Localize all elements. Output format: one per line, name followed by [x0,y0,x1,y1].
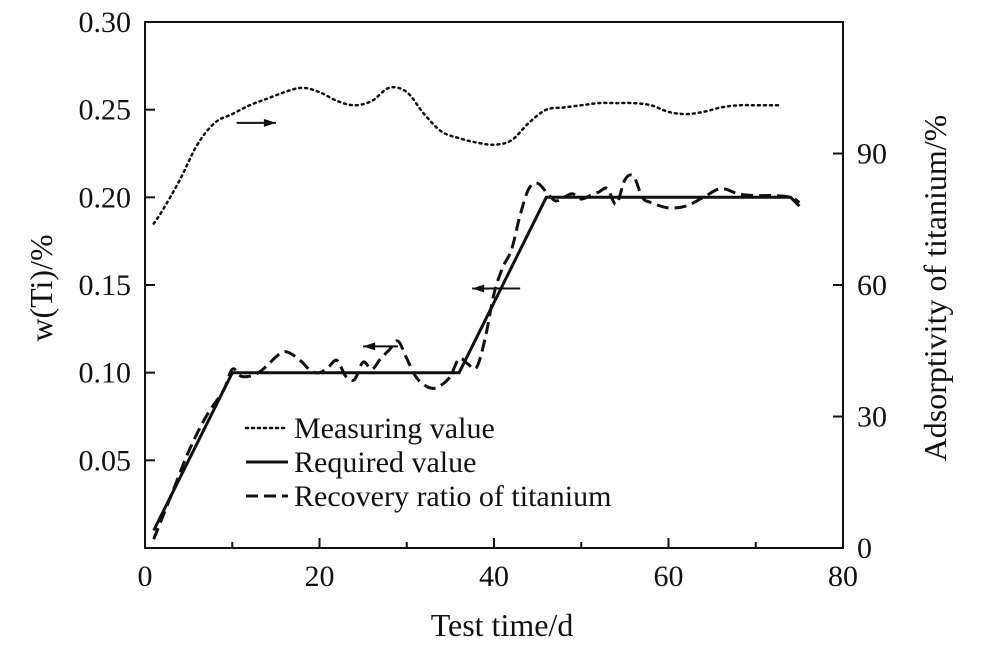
y-left-tick-label: 0.10 [79,357,132,390]
y-left-tick-label: 0.15 [79,269,132,302]
y-left-tick-label: 0.20 [79,181,132,214]
tick-labels: 0 20 40 60 80 0.05 0.10 0.15 0.20 0.25 0.30 0 30 60 90 [79,6,888,593]
x-tick-label: 60 [654,560,684,593]
y-left-tick-label: 0.30 [79,6,132,39]
plot-frame [144,21,844,549]
x-tick-label: 20 [305,560,335,593]
y-left-tick-label: 0.25 [79,94,132,127]
annotation-arrow-head [472,284,485,293]
series-layer [152,85,801,540]
y-right-tick-label: 60 [857,269,887,302]
x-tick-label: 0 [138,560,153,593]
legend-label-0: Measuring value [294,412,495,445]
annotation-arrows [236,118,521,351]
y-left-tick-label: 0.05 [79,444,132,477]
annotation-arrow-head [363,342,376,351]
series-line-2 [152,173,801,540]
series-line-0 [152,85,784,225]
y-right-tick-label: 0 [857,532,872,565]
plot-area [144,21,844,549]
y-axis-title-right: Adsorptivity of titanium/% [917,115,953,462]
annotation-arrow-head [263,118,276,127]
tick-marks [144,21,844,549]
x-axis-title: Test time/d [431,607,574,643]
legend-label-1: Required value [294,446,476,479]
y-axis-title-left: w(Ti)/% [23,234,59,341]
x-tick-label: 40 [479,560,509,593]
legend-label-2: Recovery ratio of titanium [294,480,611,513]
x-tick-label: 80 [828,560,858,593]
y-right-tick-label: 30 [857,401,887,434]
y-right-tick-label: 90 [857,138,887,171]
